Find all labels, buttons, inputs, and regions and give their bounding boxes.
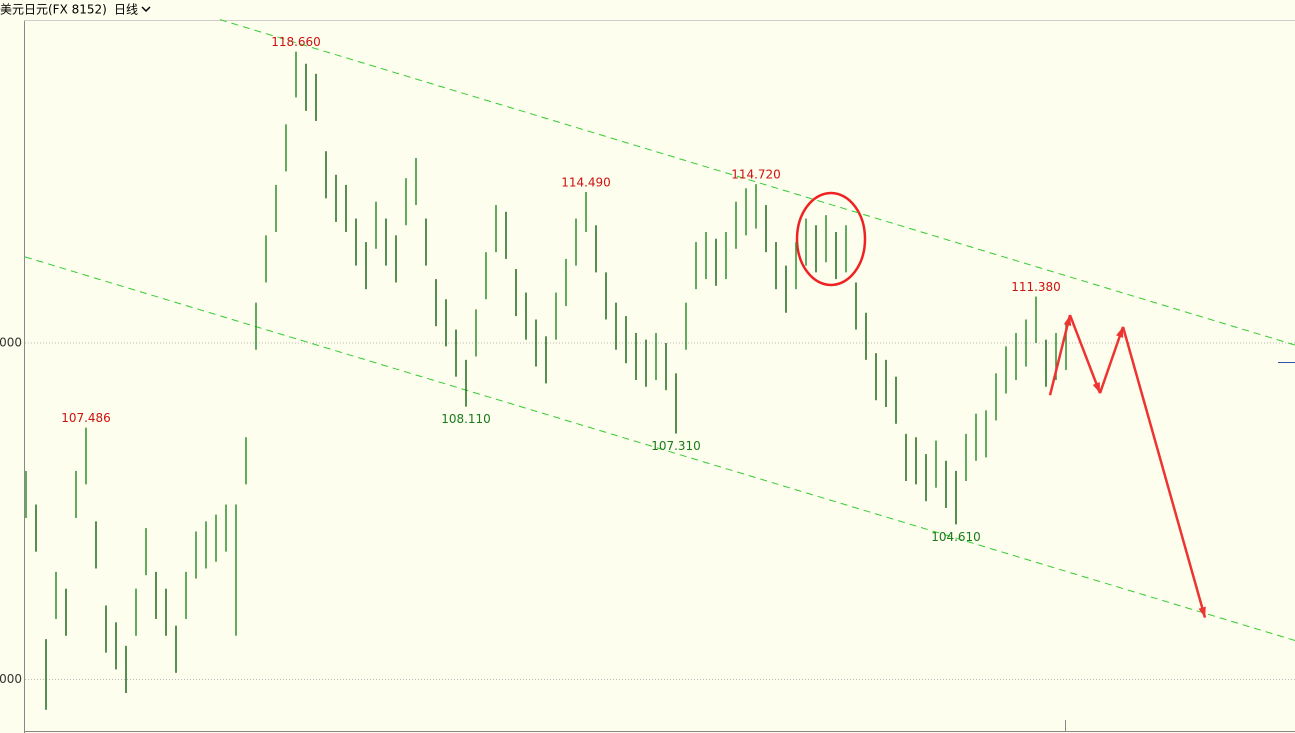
arrow-head [1092, 382, 1100, 394]
price-annotation: 104.610 [931, 530, 981, 544]
channel-line [24, 256, 1295, 641]
arrow-head [1063, 315, 1072, 327]
arrow-head [1116, 326, 1124, 338]
chart-title: 美元日元(FX 8152) [0, 3, 107, 17]
price-annotation: 107.486 [61, 411, 111, 425]
period-selector[interactable]: 日线 [114, 3, 138, 17]
highlight-circle [795, 191, 867, 287]
price-annotation: 111.380 [1011, 280, 1061, 294]
price-annotation: 118.660 [271, 35, 321, 49]
y-tick-label: 110.000 [0, 336, 22, 350]
y-tick-label: 100.000 [0, 672, 22, 686]
arrow-head [1198, 606, 1206, 618]
forecast-arrow [1121, 326, 1207, 618]
price-annotation: 114.720 [731, 168, 781, 182]
price-annotation: 108.110 [441, 412, 491, 426]
forecast-arrow [1068, 314, 1102, 394]
forecast-arrow [1098, 326, 1125, 394]
price-annotation: 107.310 [651, 439, 701, 453]
forecast-arrow [1048, 314, 1072, 396]
dropdown-chevron[interactable] [141, 6, 151, 13]
price-annotation: 114.490 [561, 175, 611, 189]
